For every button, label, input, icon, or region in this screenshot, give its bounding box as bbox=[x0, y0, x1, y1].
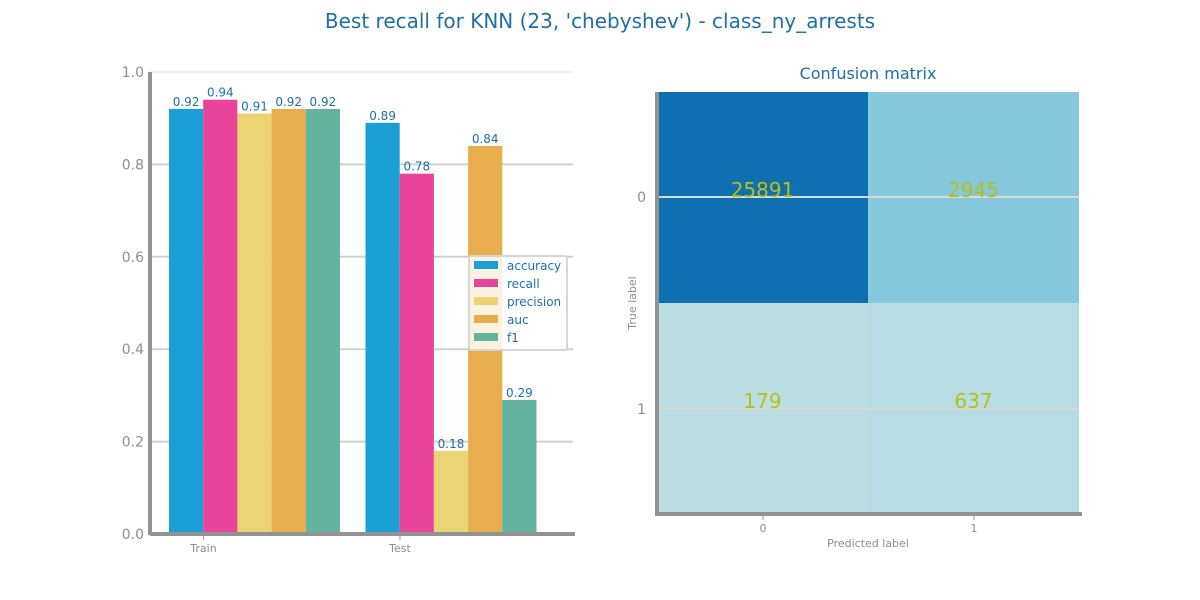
legend-swatch-auc bbox=[474, 315, 498, 323]
confusion-x-tick-label-1: 1 bbox=[971, 522, 978, 535]
confusion-matrix-axes: 0 1 0 1 bbox=[637, 92, 1082, 535]
y-tick-label: 1.0 bbox=[122, 65, 144, 81]
legend-swatch-precision bbox=[474, 297, 498, 305]
y-tick-label: 0.2 bbox=[122, 435, 144, 451]
legend-label-precision: precision bbox=[507, 295, 561, 309]
legend-label-auc: auc bbox=[507, 313, 529, 327]
bar-value-label-test-recall: 0.78 bbox=[403, 160, 430, 174]
confusion-y-tick-label-1: 1 bbox=[637, 402, 646, 418]
bar-test-f1 bbox=[502, 400, 537, 534]
bar-value-label-test-auc: 0.84 bbox=[472, 132, 499, 146]
bar-train-recall bbox=[203, 99, 238, 534]
bar-test-recall bbox=[399, 173, 434, 534]
bar-value-label-test-accuracy: 0.89 bbox=[369, 109, 396, 123]
legend-swatch-recall bbox=[474, 279, 498, 287]
y-axis-label: True label bbox=[626, 276, 639, 330]
confusion-value-1-0: 179 bbox=[743, 389, 781, 413]
bar-train-precision bbox=[237, 113, 272, 534]
legend-label-accuracy: accuracy bbox=[507, 259, 561, 273]
bar-train-auc bbox=[271, 108, 306, 535]
legend-swatch-accuracy bbox=[474, 261, 498, 269]
bar-value-label-train-accuracy: 0.92 bbox=[173, 95, 200, 109]
x-tick-label-test: Test bbox=[388, 542, 411, 555]
bar-value-label-train-f1: 0.92 bbox=[310, 95, 337, 109]
confusion-value-1-1: 637 bbox=[954, 389, 992, 413]
y-tick-label: 0.6 bbox=[122, 250, 144, 266]
x-axis-label: Predicted label bbox=[827, 537, 909, 550]
legend-swatch-f1 bbox=[474, 333, 498, 341]
confusion-matrix-values: 25891 2945 179 637 bbox=[731, 178, 999, 413]
confusion-value-0-0: 25891 bbox=[731, 178, 795, 202]
confusion-matrix-title: Confusion matrix bbox=[800, 64, 937, 83]
bar-test-accuracy bbox=[365, 122, 400, 534]
bar-value-label-test-precision: 0.18 bbox=[438, 437, 465, 451]
main-title: Best recall for KNN (23, 'chebyshev') - … bbox=[325, 9, 875, 33]
confusion-value-0-1: 2945 bbox=[948, 178, 999, 202]
legend-label-recall: recall bbox=[507, 277, 540, 291]
bar-chart-legend: accuracy recall precision auc f1 bbox=[468, 255, 568, 351]
legend-label-f1: f1 bbox=[507, 331, 519, 345]
confusion-x-tick-label-0: 0 bbox=[760, 522, 767, 535]
y-tick-label: 0.8 bbox=[122, 157, 144, 173]
bar-test-precision bbox=[433, 450, 469, 534]
bar-chart: 0.92 0.94 0.91 0.92 0.92 0.89 0.78 0.18 0.84 0.29… bbox=[122, 65, 575, 555]
bar-train-accuracy bbox=[169, 108, 204, 535]
confusion-matrix-grid bbox=[657, 196, 1079, 410]
y-tick-label: 0.0 bbox=[122, 527, 144, 543]
confusion-y-tick-label-0: 0 bbox=[637, 190, 646, 206]
x-tick-label-train: Train bbox=[189, 542, 216, 555]
confusion-matrix-chart: Confusion matrix 25891 2945 179 637 0 1 0 1 Pr… bbox=[626, 64, 1082, 550]
bar-train-f1 bbox=[305, 108, 340, 535]
confusion-matrix-cells bbox=[657, 92, 1079, 514]
bar-value-label-train-auc: 0.92 bbox=[275, 95, 302, 109]
bar-chart-axes: 0.0 0.2 0.4 0.6 0.8 1.0 Train Test bbox=[122, 65, 575, 555]
bar-value-label-train-recall: 0.94 bbox=[207, 86, 234, 100]
bar-value-label-train-precision: 0.91 bbox=[241, 100, 268, 114]
y-tick-label: 0.4 bbox=[122, 342, 144, 358]
bar-chart-value-labels: 0.92 0.94 0.91 0.92 0.92 0.89 0.78 0.18 0.84 0.29 bbox=[173, 86, 533, 451]
bar-value-label-test-f1: 0.29 bbox=[506, 386, 533, 400]
